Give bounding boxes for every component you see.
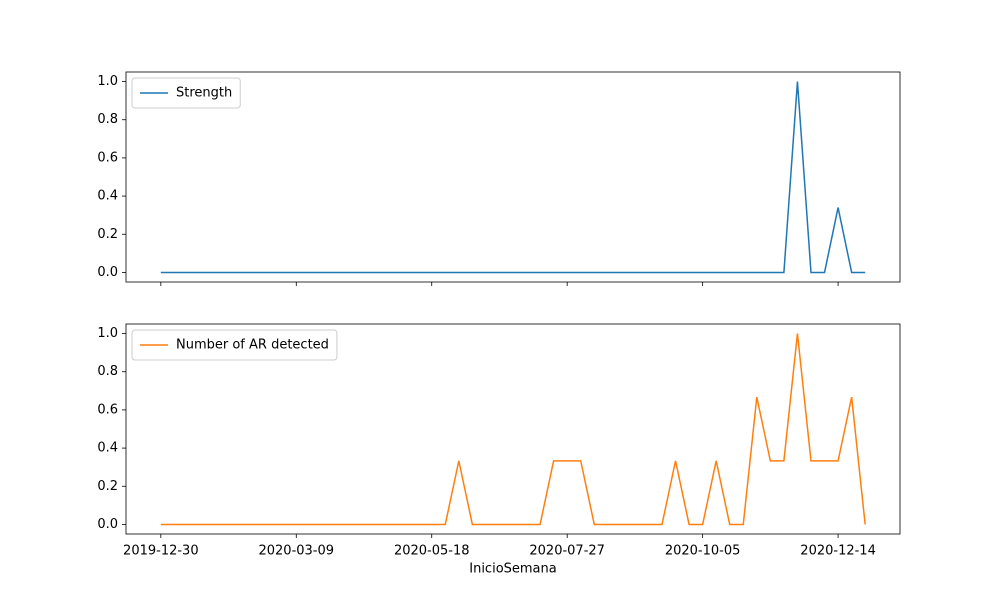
data-line [160,81,866,274]
y-tick-label: 1.0 [97,326,118,341]
y-tick-label: 0.2 [97,479,118,494]
y-tick-label: 1.0 [97,74,118,89]
plot-frame [125,71,901,283]
legend-box [131,77,241,109]
x-axis-label: InicioSemana [469,562,556,577]
x-tick-label: 2020-10-05 [665,544,741,559]
y-tick-label: 0.8 [97,364,118,379]
x-tick-label: 2019-12-30 [123,544,199,559]
y-tick-label: 0.4 [97,189,118,204]
y-tick-label: 0.0 [97,517,118,532]
y-tick-label: 0.6 [97,402,118,417]
y-tick-label: 0.6 [97,150,118,165]
data-line [160,333,866,526]
x-tick-label: 2020-12-14 [800,544,876,559]
y-tick-label: 0.0 [97,265,118,280]
x-tick-label: 2020-07-27 [529,544,605,559]
plot-frame [125,323,901,535]
x-tick-label: 2020-03-09 [258,544,334,559]
legend: Strength [131,77,241,109]
legend: Number of AR detected [131,329,338,361]
legend-label: Strength [176,86,232,101]
legend-box [131,329,338,361]
legend-label: Number of AR detected [176,338,329,353]
x-tick-label: 2020-05-18 [394,544,470,559]
y-tick-label: 0.2 [97,227,118,242]
y-tick-label: 0.8 [97,112,118,127]
y-tick-label: 0.4 [97,441,118,456]
